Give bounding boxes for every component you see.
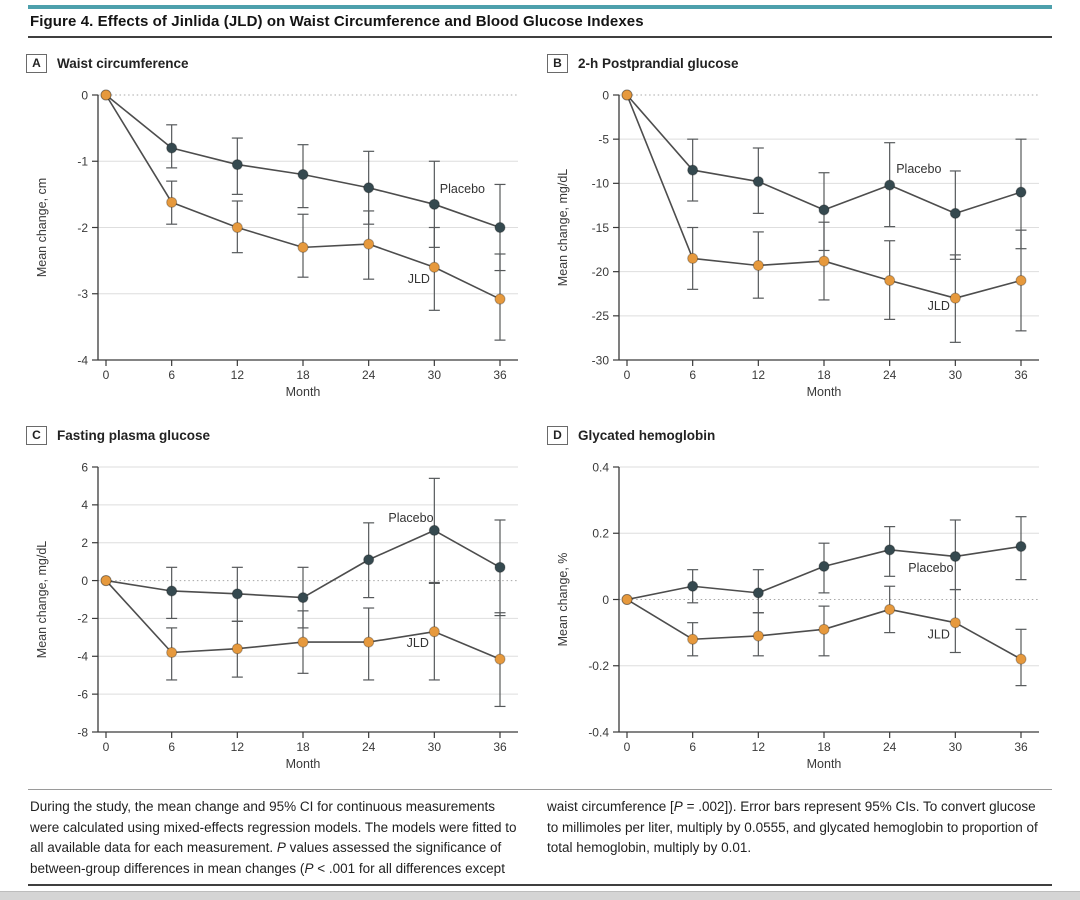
- svg-text:6: 6: [81, 460, 88, 474]
- svg-text:0: 0: [103, 740, 110, 754]
- panel-b-header: B 2-h Postprandial glucose: [547, 52, 1052, 74]
- svg-text:Mean change, cm: Mean change, cm: [35, 178, 49, 277]
- panel-glycated-hemoglobin: D Glycated hemoglobin 0.4 0.2 0 -0.2 -0.4 0 6 1…: [547, 424, 1052, 780]
- svg-text:Month: Month: [807, 385, 842, 399]
- svg-text:12: 12: [231, 368, 245, 382]
- svg-text:0.4: 0.4: [592, 460, 609, 474]
- svg-text:12: 12: [752, 740, 766, 754]
- svg-text:Placebo: Placebo: [388, 511, 433, 525]
- svg-text:18: 18: [817, 368, 831, 382]
- fasting-glucose-line-chart: 6 4 2 0 -2 -4 -6 -8 0 6 12 18 24 30 36 Month Mean change…: [35, 460, 518, 771]
- svg-text:Month: Month: [286, 757, 321, 771]
- svg-text:6: 6: [168, 740, 175, 754]
- panel-b-letter-box: B: [547, 53, 568, 73]
- title-divider: [28, 36, 1052, 38]
- svg-text:30: 30: [428, 740, 442, 754]
- svg-text:4: 4: [81, 498, 88, 512]
- postprandial-glucose-line-chart: 0 -5 -10 -15 -20 -25 -30 0 6 12 18 24 30 36 Month Mean …: [556, 88, 1039, 399]
- svg-text:JLD: JLD: [408, 272, 430, 286]
- svg-text:Mean change, %: Mean change, %: [556, 553, 570, 647]
- svg-text:-2: -2: [77, 221, 88, 235]
- svg-text:-10: -10: [592, 177, 610, 191]
- panel-waist-circumference: A Waist circumference 0 -1 -2 -3 -4 0 6 12 18 24 3…: [26, 52, 531, 408]
- svg-text:0.2: 0.2: [592, 527, 609, 541]
- top-accent-bar: [28, 5, 1052, 9]
- svg-text:JLD: JLD: [407, 636, 429, 650]
- glycated-hemoglobin-line-chart: 0.4 0.2 0 -0.2 -0.4 0 6 12 18 24 30 36 Month Mean cha…: [556, 460, 1039, 771]
- panel-b-title: 2-h Postprandial glucose: [578, 55, 739, 71]
- svg-text:-5: -5: [598, 132, 609, 146]
- svg-text:30: 30: [949, 368, 963, 382]
- svg-text:6: 6: [168, 368, 175, 382]
- svg-text:Placebo: Placebo: [908, 561, 953, 575]
- panel-a-title: Waist circumference: [57, 55, 189, 71]
- svg-text:-20: -20: [592, 265, 610, 279]
- bottom-divider: [28, 884, 1052, 886]
- svg-text:12: 12: [231, 740, 245, 754]
- svg-text:0: 0: [81, 88, 88, 102]
- svg-text:-2: -2: [77, 612, 88, 626]
- svg-text:Placebo: Placebo: [896, 162, 941, 176]
- svg-text:JLD: JLD: [928, 627, 950, 641]
- panel-a-letter-box: A: [26, 53, 47, 73]
- svg-text:36: 36: [1014, 740, 1028, 754]
- svg-text:0: 0: [103, 368, 110, 382]
- svg-text:-15: -15: [592, 221, 610, 235]
- svg-text:36: 36: [493, 740, 507, 754]
- caption-left-column: During the study, the mean change and 95…: [30, 799, 517, 876]
- svg-text:24: 24: [362, 368, 376, 382]
- svg-text:JLD: JLD: [928, 299, 950, 313]
- svg-text:-6: -6: [77, 687, 88, 701]
- svg-text:-1: -1: [77, 155, 88, 169]
- panel-fasting-glucose: C Fasting plasma glucose 6 4 2 0 -2 -4 -6 -8 0 6 1…: [26, 424, 531, 780]
- svg-text:-4: -4: [77, 650, 88, 664]
- svg-text:-8: -8: [77, 725, 88, 739]
- svg-text:Month: Month: [286, 385, 321, 399]
- svg-text:0: 0: [602, 593, 609, 607]
- caption-right-column: waist circumference [P = .002]). Error b…: [547, 799, 1038, 855]
- svg-text:18: 18: [296, 368, 310, 382]
- figure-title: Figure 4. Effects of Jinlida (JLD) on Wa…: [30, 13, 644, 30]
- svg-text:30: 30: [428, 368, 442, 382]
- svg-text:2: 2: [81, 536, 88, 550]
- waist-circumference-line-chart: 0 -1 -2 -3 -4 0 6 12 18 24 30 36 Month Mean change, c…: [35, 88, 518, 399]
- panel-postprandial-glucose: B 2-h Postprandial glucose 0 -5 -10 -15 -20 -…: [547, 52, 1052, 408]
- panel-d-title: Glycated hemoglobin: [578, 427, 716, 443]
- panel-d-header: D Glycated hemoglobin: [547, 424, 1052, 446]
- svg-text:36: 36: [1014, 368, 1028, 382]
- page-edge-strip: [0, 891, 1080, 900]
- svg-text:18: 18: [817, 740, 831, 754]
- svg-text:12: 12: [752, 368, 766, 382]
- svg-text:36: 36: [493, 368, 507, 382]
- svg-text:24: 24: [362, 740, 376, 754]
- svg-text:0: 0: [81, 574, 88, 588]
- svg-text:24: 24: [883, 740, 897, 754]
- svg-text:-0.2: -0.2: [588, 659, 609, 673]
- svg-text:-25: -25: [592, 309, 610, 323]
- svg-text:6: 6: [689, 368, 696, 382]
- caption-divider: [28, 789, 1052, 790]
- svg-text:Placebo: Placebo: [440, 182, 485, 196]
- panel-c-header: C Fasting plasma glucose: [26, 424, 531, 446]
- svg-text:Mean change, mg/dL: Mean change, mg/dL: [556, 169, 570, 286]
- svg-text:6: 6: [689, 740, 696, 754]
- panel-c-title: Fasting plasma glucose: [57, 427, 211, 443]
- svg-text:0: 0: [624, 368, 631, 382]
- svg-text:24: 24: [883, 368, 897, 382]
- svg-text:Mean change, mg/dL: Mean change, mg/dL: [35, 541, 49, 658]
- svg-text:30: 30: [949, 740, 963, 754]
- svg-text:Month: Month: [807, 757, 842, 771]
- panel-a-header: A Waist circumference: [26, 52, 531, 74]
- svg-text:-30: -30: [592, 353, 610, 367]
- svg-text:-0.4: -0.4: [588, 725, 609, 739]
- svg-text:0: 0: [602, 88, 609, 102]
- panel-d-letter-box: D: [547, 425, 568, 445]
- svg-text:-3: -3: [77, 287, 88, 301]
- svg-text:18: 18: [296, 740, 310, 754]
- svg-text:-4: -4: [77, 353, 88, 367]
- svg-text:0: 0: [624, 740, 631, 754]
- panel-c-letter-box: C: [26, 425, 47, 445]
